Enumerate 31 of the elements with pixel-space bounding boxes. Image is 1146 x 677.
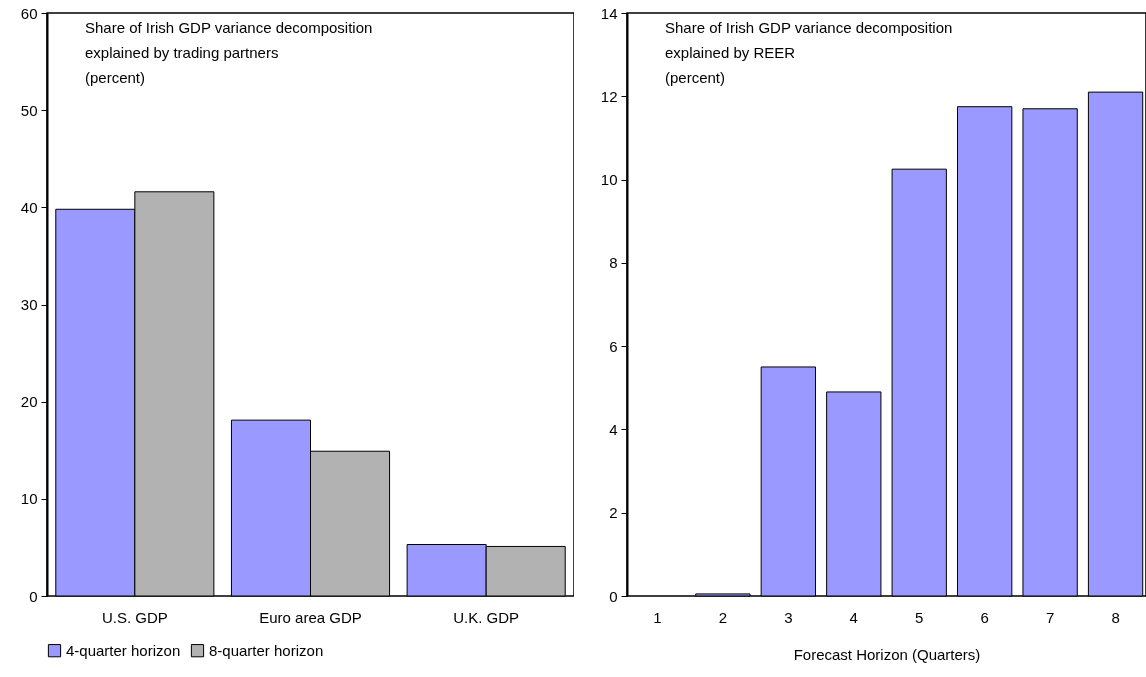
text: Share of Irish GDP variance decomposition explained by REER (percent) — [665, 19, 953, 86]
x-tick-label: U.S. GDP — [101, 608, 168, 626]
y-tick-label: 40 — [20, 198, 38, 216]
y-tick-label: 6 — [609, 337, 618, 355]
y-tick-label: 20 — [20, 393, 38, 411]
y-tick-label: 60 — [20, 4, 38, 22]
y-tick-label: 0 — [29, 587, 38, 605]
y-tick-label: 10 — [600, 171, 618, 189]
y-tick-label: 8 — [609, 254, 618, 272]
y-tick-label: 30 — [20, 296, 38, 313]
x-tick-label: 3 — [784, 608, 793, 626]
x-tick-label: 7 — [1045, 608, 1055, 626]
text: Share of Irish GDP variance decomposition explained by trading partners (percent) — [85, 19, 373, 86]
y-tick-label: 10 — [20, 490, 38, 508]
y-tick-label: 12 — [600, 87, 618, 105]
y-tick-label: 14 — [600, 4, 618, 22]
y-tick-label: 4 — [609, 420, 618, 438]
x-axis-title: Forecast Horizon (Quarters) — [793, 645, 981, 663]
x-tick-label: 1 — [653, 608, 662, 626]
x-tick-label: 6 — [980, 608, 989, 626]
legend-label: 8-quarter horizon — [209, 641, 324, 659]
x-tick-label: 8 — [1111, 608, 1120, 626]
legend-label: 4-quarter horizon — [66, 641, 181, 659]
x-tick-label: 4 — [849, 608, 858, 626]
x-tick-label: 5 — [915, 608, 924, 626]
y-tick-label: 0 — [609, 587, 618, 605]
y-tick-label: 50 — [20, 101, 38, 119]
x-tick-label: U.K. GDP — [453, 608, 520, 626]
x-tick-label: Euro area GDP — [259, 608, 362, 626]
x-tick-label: 2 — [718, 608, 728, 626]
y-tick-label: 2 — [609, 504, 618, 522]
